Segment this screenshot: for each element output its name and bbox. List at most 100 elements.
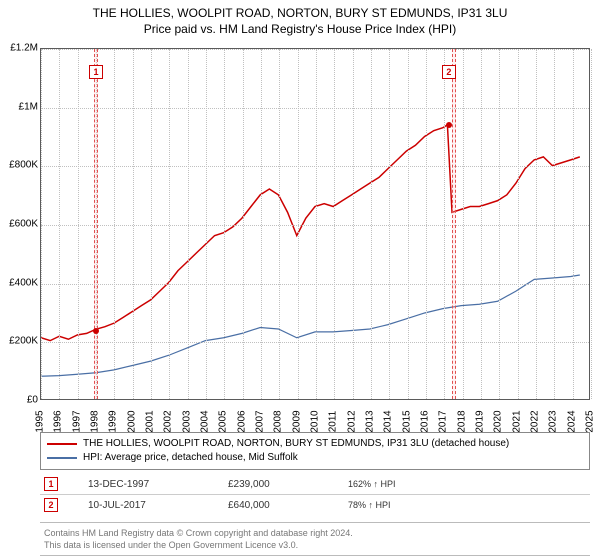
- gridline-v: [353, 49, 354, 399]
- gridline-v: [151, 49, 152, 399]
- gridline-v: [518, 49, 519, 399]
- x-tick-label: 2016: [420, 410, 431, 432]
- x-tick-label: 2007: [255, 410, 266, 432]
- x-tick-label: 2014: [383, 410, 394, 432]
- sale-date: 10-JUL-2017: [88, 500, 198, 511]
- x-tick-label: 2024: [566, 410, 577, 432]
- gridline-v: [261, 49, 262, 399]
- gridline-v: [389, 49, 390, 399]
- x-tick-label: 2001: [145, 410, 156, 432]
- gridline-v: [114, 49, 115, 399]
- legend-label-property: THE HOLLIES, WOOLPIT ROAD, NORTON, BURY …: [83, 437, 509, 451]
- sale-marker-box: 1: [89, 65, 103, 79]
- sale-band: [94, 49, 98, 399]
- gridline-v: [59, 49, 60, 399]
- chart-plot-area: 12: [40, 48, 590, 400]
- x-tick-label: 2000: [126, 410, 137, 432]
- x-tick-label: 1995: [35, 410, 46, 432]
- x-tick-label: 2021: [511, 410, 522, 432]
- x-tick-label: 2012: [346, 410, 357, 432]
- gridline-v: [41, 49, 42, 399]
- sale-row: 1 13-DEC-1997 £239,000 162% ↑ HPI: [40, 474, 590, 494]
- x-tick-label: 2020: [493, 410, 504, 432]
- sale-marker-1: 1: [44, 477, 58, 491]
- x-tick-label: 2009: [291, 410, 302, 432]
- legend-row-property: THE HOLLIES, WOOLPIT ROAD, NORTON, BURY …: [47, 437, 583, 451]
- gridline-v: [334, 49, 335, 399]
- gridline-v: [426, 49, 427, 399]
- gridline-v: [316, 49, 317, 399]
- gridline-v: [371, 49, 372, 399]
- title-line-2: Price paid vs. HM Land Registry's House …: [10, 22, 590, 36]
- gridline-v: [481, 49, 482, 399]
- x-tick-label: 2025: [585, 410, 596, 432]
- gridline-v: [463, 49, 464, 399]
- gridline-v: [554, 49, 555, 399]
- gridline-v: [444, 49, 445, 399]
- gridline-h: [41, 166, 589, 167]
- gridline-h: [41, 284, 589, 285]
- title-line-1: THE HOLLIES, WOOLPIT ROAD, NORTON, BURY …: [10, 6, 590, 20]
- gridline-v: [133, 49, 134, 399]
- gridline-v: [169, 49, 170, 399]
- x-tick-label: 2023: [548, 410, 559, 432]
- legend-swatch-property: [47, 443, 77, 445]
- legend-row-hpi: HPI: Average price, detached house, Mid …: [47, 451, 583, 465]
- gridline-v: [224, 49, 225, 399]
- y-tick-label: £200K: [9, 336, 38, 347]
- x-tick-label: 2006: [236, 410, 247, 432]
- y-tick-label: £600K: [9, 219, 38, 230]
- sale-band: [452, 49, 456, 399]
- x-tick-label: 2008: [273, 410, 284, 432]
- x-tick-label: 2018: [456, 410, 467, 432]
- y-tick-label: £0: [27, 395, 38, 406]
- gridline-v: [188, 49, 189, 399]
- x-tick-label: 2010: [310, 410, 321, 432]
- x-tick-label: 2002: [163, 410, 174, 432]
- y-tick-label: £800K: [9, 160, 38, 171]
- gridline-v: [243, 49, 244, 399]
- chart-container: THE HOLLIES, WOOLPIT ROAD, NORTON, BURY …: [0, 0, 600, 560]
- sale-date: 13-DEC-1997: [88, 479, 198, 490]
- x-tick-label: 2011: [328, 411, 339, 433]
- x-tick-label: 1998: [90, 410, 101, 432]
- series-svg: [41, 49, 589, 399]
- x-tick-label: 1996: [53, 410, 64, 432]
- x-tick-label: 2017: [438, 410, 449, 432]
- x-tick-label: 2004: [200, 410, 211, 432]
- x-tick-label: 1999: [108, 410, 119, 432]
- gridline-v: [78, 49, 79, 399]
- gridline-v: [408, 49, 409, 399]
- gridline-v: [573, 49, 574, 399]
- gridline-v: [206, 49, 207, 399]
- gridline-v: [536, 49, 537, 399]
- x-tick-label: 2005: [218, 410, 229, 432]
- gridline-v: [591, 49, 592, 399]
- title-block: THE HOLLIES, WOOLPIT ROAD, NORTON, BURY …: [0, 0, 600, 38]
- gridline-h: [41, 225, 589, 226]
- sale-row: 2 10-JUL-2017 £640,000 78% ↑ HPI: [40, 494, 590, 515]
- x-tick-label: 2003: [181, 410, 192, 432]
- sale-marker-box: 2: [442, 65, 456, 79]
- legend-swatch-hpi: [47, 457, 77, 459]
- sale-pct: 78% ↑ HPI: [348, 500, 458, 510]
- sale-marker-2: 2: [44, 498, 58, 512]
- sale-price: £640,000: [228, 500, 318, 511]
- attribution: Contains HM Land Registry data © Crown c…: [40, 522, 590, 556]
- gridline-h: [41, 49, 589, 50]
- sale-dot: [446, 122, 452, 128]
- gridline-v: [279, 49, 280, 399]
- sale-dot: [93, 328, 99, 334]
- sale-pct: 162% ↑ HPI: [348, 479, 458, 489]
- x-tick-label: 1997: [71, 410, 82, 432]
- legend-label-hpi: HPI: Average price, detached house, Mid …: [83, 451, 298, 465]
- attribution-line-2: This data is licensed under the Open Gov…: [44, 539, 586, 551]
- x-tick-label: 2022: [530, 410, 541, 432]
- legend: THE HOLLIES, WOOLPIT ROAD, NORTON, BURY …: [40, 432, 590, 470]
- gridline-v: [499, 49, 500, 399]
- gridline-h: [41, 108, 589, 109]
- y-tick-label: £1M: [19, 101, 38, 112]
- sale-table: 1 13-DEC-1997 £239,000 162% ↑ HPI 2 10-J…: [40, 474, 590, 515]
- x-tick-label: 2015: [401, 410, 412, 432]
- gridline-v: [298, 49, 299, 399]
